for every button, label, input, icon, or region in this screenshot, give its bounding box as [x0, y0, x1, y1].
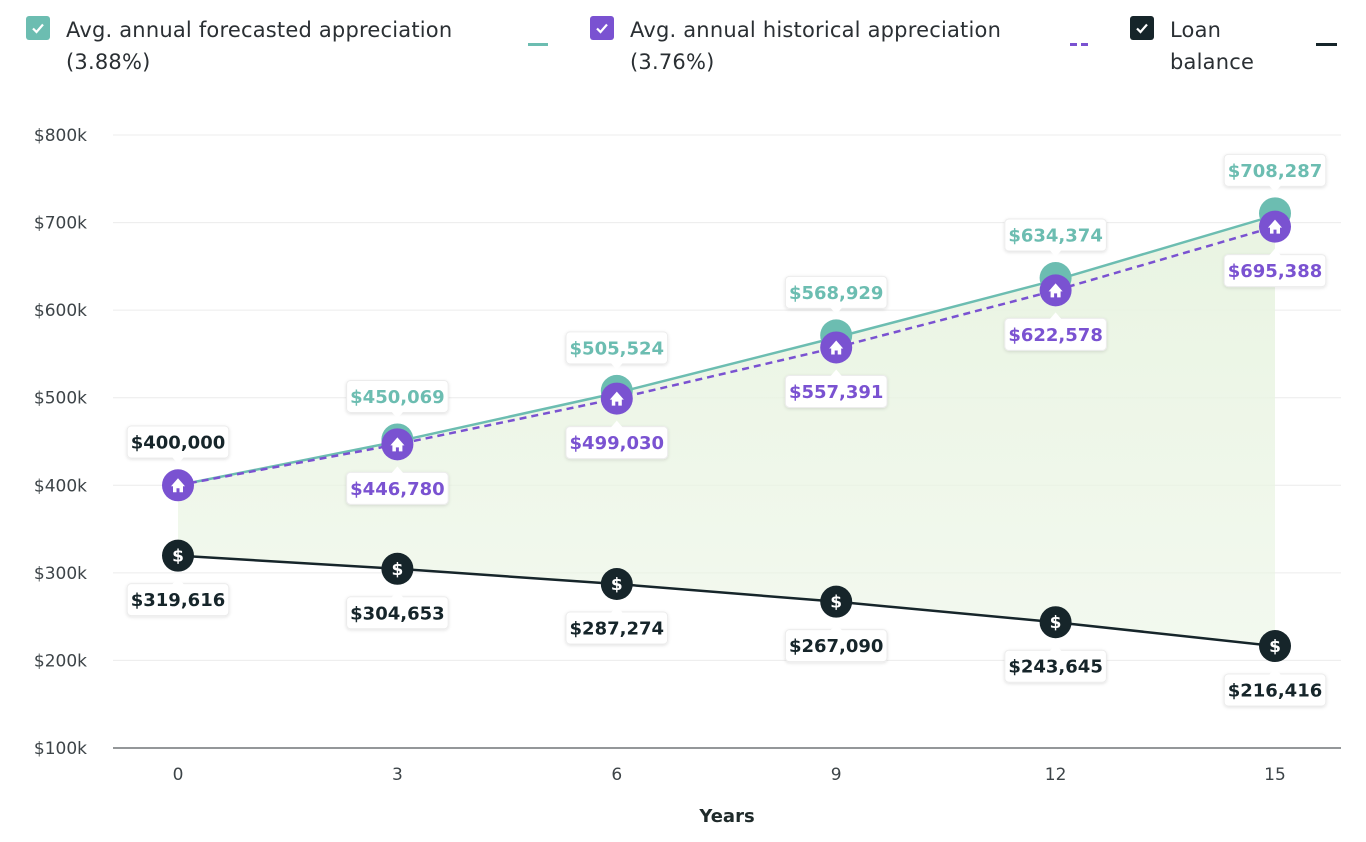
checkbox-loan[interactable]: [1130, 16, 1154, 40]
legend-label-loan: Loan balance: [1170, 14, 1254, 78]
y-tick-label: $800k: [34, 126, 87, 146]
dollar-icon: $: [820, 585, 853, 618]
check-icon: [596, 23, 608, 34]
dollar-icon: $: [1259, 630, 1291, 663]
svg-text:$: $: [611, 575, 623, 595]
data-label: $287,274: [570, 619, 665, 640]
check-icon: [32, 23, 44, 34]
legend-line-forecasted: [528, 43, 548, 46]
historical-label: $695,388: [1223, 248, 1327, 288]
data-label: $243,645: [1008, 657, 1103, 678]
historical-label: $446,780: [346, 466, 449, 505]
loan-label: $216,416: [1223, 668, 1327, 707]
legend-label-line2: (3.88%): [66, 50, 151, 74]
y-tick-label: $700k: [34, 214, 87, 234]
y-tick-label: $600k: [34, 301, 87, 321]
start-label: $400,000: [126, 425, 230, 464]
dollar-icon: $: [381, 552, 414, 585]
svg-text:$: $: [1050, 613, 1062, 633]
legend-item-forecasted[interactable]: Avg. annual forecasted appreciation (3.8…: [26, 14, 452, 78]
historical-label: $622,578: [1004, 312, 1107, 351]
y-tick-label: $500k: [34, 389, 87, 409]
forecast-label: $450,069: [346, 379, 449, 419]
dollar-icon: $: [162, 539, 194, 572]
legend-label-forecasted: Avg. annual forecasted appreciation (3.8…: [66, 14, 452, 78]
data-label: $568,929: [789, 283, 884, 304]
data-label: $695,388: [1228, 261, 1323, 282]
dollar-icon: $: [600, 568, 633, 601]
x-tick-label: 15: [1264, 765, 1286, 785]
check-icon: [1136, 23, 1148, 34]
svg-text:$: $: [172, 547, 184, 567]
legend-line-loan: [1316, 43, 1337, 46]
y-tick-label: $200k: [34, 651, 87, 671]
house-icon: [1259, 210, 1291, 243]
data-label: $267,090: [789, 636, 884, 657]
area-fill: [178, 215, 1275, 647]
y-tick-label: $100k: [34, 739, 87, 759]
series-line-forecasted: [177, 214, 1276, 487]
data-label: $400,000: [131, 433, 226, 454]
forecast-label: $634,374: [1004, 218, 1107, 258]
forecast-label: $505,524: [565, 331, 669, 370]
loan-label: $287,274: [565, 606, 669, 645]
data-label: $499,030: [570, 433, 665, 454]
house-icon: [820, 331, 853, 364]
data-label: $446,780: [350, 479, 445, 500]
house-icon: [1039, 274, 1072, 307]
forecast-label: $708,287: [1223, 153, 1327, 193]
data-label: $319,616: [131, 590, 226, 611]
legend-label-line1: Avg. annual forecasted appreciation: [66, 18, 453, 42]
data-label: $216,416: [1228, 681, 1323, 702]
legend-label-line1: Loan: [1170, 18, 1222, 42]
historical-label: $557,391: [784, 369, 888, 408]
data-label: $557,391: [789, 382, 884, 403]
legend-label-line2: (3.76%): [630, 50, 715, 74]
x-tick-label: 0: [173, 765, 184, 785]
x-axis-title: Years: [698, 806, 754, 827]
x-tick-label: 6: [611, 765, 622, 785]
x-tick-label: 12: [1045, 765, 1067, 785]
forecast-label: $568,929: [784, 275, 888, 315]
data-label: $634,374: [1008, 226, 1103, 247]
series-line-loan: [177, 554, 1276, 648]
series-line-historical: [177, 225, 1276, 487]
legend-line-historical: [1070, 43, 1088, 46]
svg-text:$: $: [830, 593, 842, 613]
data-label: $304,653: [350, 603, 445, 624]
historical-label: $499,030: [565, 420, 669, 460]
x-tick-label: 3: [392, 765, 403, 785]
house-icon: [600, 382, 633, 415]
house-icon: [162, 469, 194, 502]
loan-label: $304,653: [346, 590, 449, 630]
loan-label: $243,645: [1004, 644, 1107, 683]
svg-text:$: $: [391, 560, 403, 580]
loan-label: $267,090: [784, 623, 888, 663]
house-icon: [381, 428, 414, 461]
legend-item-historical[interactable]: Avg. annual historical appreciation (3.7…: [590, 14, 1001, 78]
svg-text:$: $: [1269, 637, 1281, 657]
y-tick-label: $400k: [34, 476, 87, 496]
dollar-icon: $: [1039, 606, 1072, 639]
data-label: $708,287: [1228, 161, 1323, 182]
data-label: $505,524: [570, 338, 665, 359]
legend: Avg. annual forecasted appreciation (3.8…: [0, 14, 1366, 84]
legend-label-historical: Avg. annual historical appreciation (3.7…: [630, 14, 1001, 78]
y-tick-label: $300k: [34, 564, 87, 584]
legend-item-loan[interactable]: Loan balance: [1130, 14, 1254, 78]
legend-label-line1: Avg. annual historical appreciation: [630, 18, 1002, 42]
data-label: $450,069: [350, 387, 445, 408]
loan-label: $319,616: [126, 577, 230, 617]
checkbox-forecasted[interactable]: [26, 16, 50, 40]
legend-label-line2: balance: [1170, 50, 1255, 74]
data-label: $622,578: [1008, 325, 1103, 346]
checkbox-historical[interactable]: [590, 16, 614, 40]
x-tick-label: 9: [831, 765, 842, 785]
